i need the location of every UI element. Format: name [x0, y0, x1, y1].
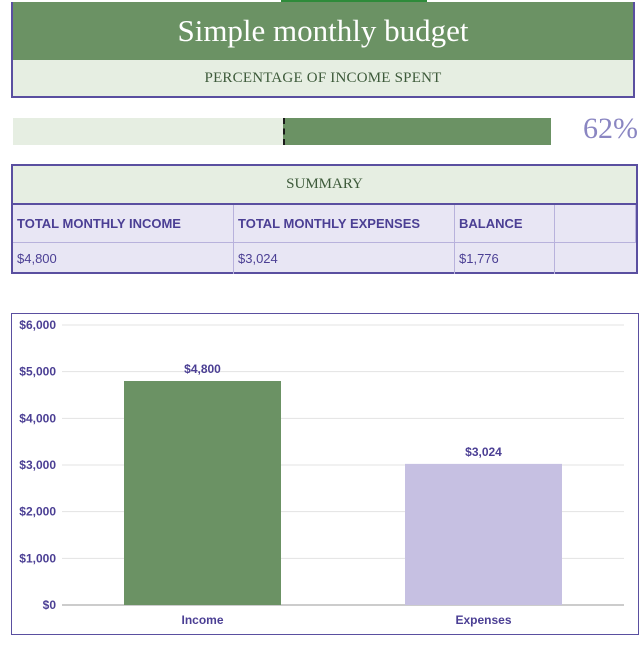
section-subtitle-text: PERCENTAGE OF INCOME SPENT — [204, 69, 442, 86]
y-tick-label: $1,000 — [19, 551, 56, 565]
header-total-expenses[interactable]: TOTAL MONTHLY EXPENSES — [234, 205, 455, 243]
value-total-income[interactable]: $4,800 — [13, 243, 234, 274]
progress-marker — [283, 118, 285, 145]
data-label-expenses: $3,024 — [465, 445, 502, 459]
summary-table: SUMMARY TOTAL MONTHLY INCOME TOTAL MONTH… — [11, 164, 638, 274]
y-tick-label: $6,000 — [19, 318, 56, 332]
y-tick-label: $4,000 — [19, 411, 56, 425]
header-total-income[interactable]: TOTAL MONTHLY INCOME — [13, 205, 234, 243]
y-tick-label: $2,000 — [19, 505, 56, 519]
summary-title-text: SUMMARY — [286, 176, 363, 192]
summary-grid: TOTAL MONTHLY INCOME TOTAL MONTHLY EXPEN… — [13, 205, 636, 274]
category-label-expenses: Expenses — [455, 613, 511, 627]
section-subtitle: PERCENTAGE OF INCOME SPENT — [11, 60, 635, 98]
header-empty[interactable] — [555, 205, 636, 243]
progress-percent-label: 62% — [583, 112, 638, 145]
income-spent-progress-bar — [13, 118, 551, 145]
header-balance[interactable]: BALANCE — [455, 205, 555, 243]
category-label-income: Income — [181, 613, 223, 627]
page-title-text: Simple monthly budget — [177, 13, 469, 48]
top-accent-line — [281, 0, 427, 2]
value-empty[interactable] — [555, 243, 636, 274]
data-label-income: $4,800 — [184, 362, 221, 376]
value-balance[interactable]: $1,776 — [455, 243, 555, 274]
summary-title: SUMMARY — [13, 166, 636, 205]
income-expenses-chart[interactable]: $0 $1,000 $2,000 $3,000 $4,000 $5,000 $6,000 $4… — [11, 313, 639, 635]
value-total-expenses[interactable]: $3,024 — [234, 243, 455, 274]
y-tick-label: $0 — [43, 598, 57, 612]
bar-income — [124, 381, 281, 605]
chart-svg: $0 $1,000 $2,000 $3,000 $4,000 $5,000 $6,000 $4… — [19, 318, 624, 627]
y-tick-label: $5,000 — [19, 365, 56, 379]
bar-expenses — [405, 463, 562, 605]
page-title: Simple monthly budget — [11, 2, 635, 60]
y-tick-label: $3,000 — [19, 458, 56, 472]
progress-fill — [283, 118, 551, 145]
